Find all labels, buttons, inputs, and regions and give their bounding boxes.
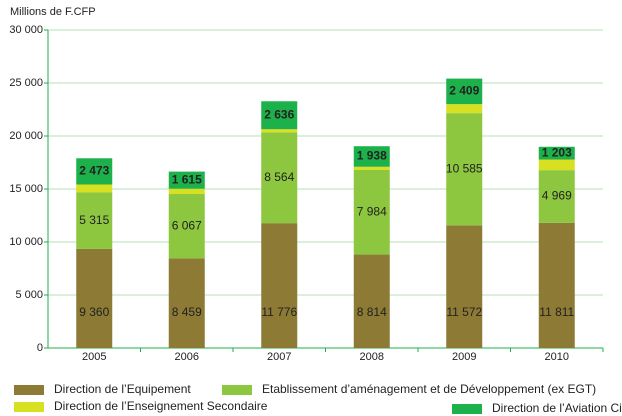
data-label: 8 814: [357, 305, 387, 319]
x-tick-label: 2005: [82, 351, 106, 363]
bar-segment: [538, 170, 575, 223]
data-label: 2 409: [449, 84, 479, 98]
legend-label: Direction de l’Equipement: [54, 382, 191, 396]
y-tick-label: 10 000: [9, 236, 43, 248]
legend-swatch: [14, 385, 44, 395]
bar-segment: [446, 78, 483, 105]
legend-swatch: [452, 404, 482, 414]
y-tick-label: 15 000: [9, 183, 43, 195]
data-label: 2 473: [79, 164, 109, 178]
y-tick-label: 5 000: [15, 289, 43, 301]
data-label: 11 572: [446, 305, 482, 319]
x-tick-label: 2009: [452, 351, 476, 363]
bar-segment: [168, 188, 205, 195]
bar-segment: [538, 222, 575, 348]
bar-segment: [446, 113, 483, 226]
data-label: 1 938: [357, 149, 387, 163]
data-label: 8 459: [172, 305, 202, 319]
bar-segment: [353, 254, 390, 348]
x-tick-label: 2007: [267, 351, 291, 363]
x-tick-label: 2006: [175, 351, 199, 363]
y-axis-label: Millions de F.CFP: [10, 6, 96, 18]
bar-segment: [76, 248, 113, 348]
data-label: 2 636: [264, 107, 294, 121]
bar-segment: [353, 166, 390, 170]
bar-segment: [538, 146, 575, 160]
bar-segment: [76, 192, 113, 249]
bar-segment: [353, 146, 390, 167]
y-tick-label: 20 000: [9, 130, 43, 142]
y-tick-label: 30 000: [9, 24, 43, 36]
legend-label: Etablissement d’aménagement et de Dévelo…: [262, 382, 596, 396]
bar-segment: [168, 171, 205, 189]
data-label: 7 984: [357, 204, 387, 218]
y-tick-label: 0: [37, 342, 43, 354]
bar-segment: [261, 132, 298, 224]
bar-segment: [261, 223, 298, 348]
bar-segment: [446, 225, 483, 348]
x-tick-label: 2010: [545, 351, 569, 363]
bar-segment: [168, 258, 205, 348]
bar-segment: [261, 129, 298, 133]
bar-segment: [446, 104, 483, 114]
legend-swatch: [14, 402, 44, 412]
y-tick-label: 25 000: [9, 77, 43, 89]
data-label: 1 615: [172, 172, 202, 186]
data-label: 10 585: [446, 161, 483, 175]
bar-segment: [76, 158, 113, 185]
data-label: 1 203: [542, 145, 572, 159]
data-label: 11 811: [539, 305, 574, 319]
bar-segment: [538, 159, 575, 171]
data-label: 5 315: [79, 213, 109, 227]
data-label: 11 776: [261, 305, 297, 319]
data-label: 9 360: [79, 305, 109, 319]
x-tick-label: 2008: [360, 351, 384, 363]
legend-label: Direction de l’Enseignement Secondaire: [54, 399, 268, 413]
legend-swatch: [222, 385, 252, 395]
data-label: 6 067: [172, 218, 202, 232]
legend-label: Direction de l’Aviation Civile: [492, 401, 622, 415]
bar-segment: [353, 169, 390, 255]
bar-segment: [76, 184, 113, 193]
data-label: 4 969: [542, 189, 572, 203]
bar-segment: [168, 194, 205, 259]
bar-segment: [261, 101, 298, 130]
data-label: 8 564: [264, 170, 294, 184]
